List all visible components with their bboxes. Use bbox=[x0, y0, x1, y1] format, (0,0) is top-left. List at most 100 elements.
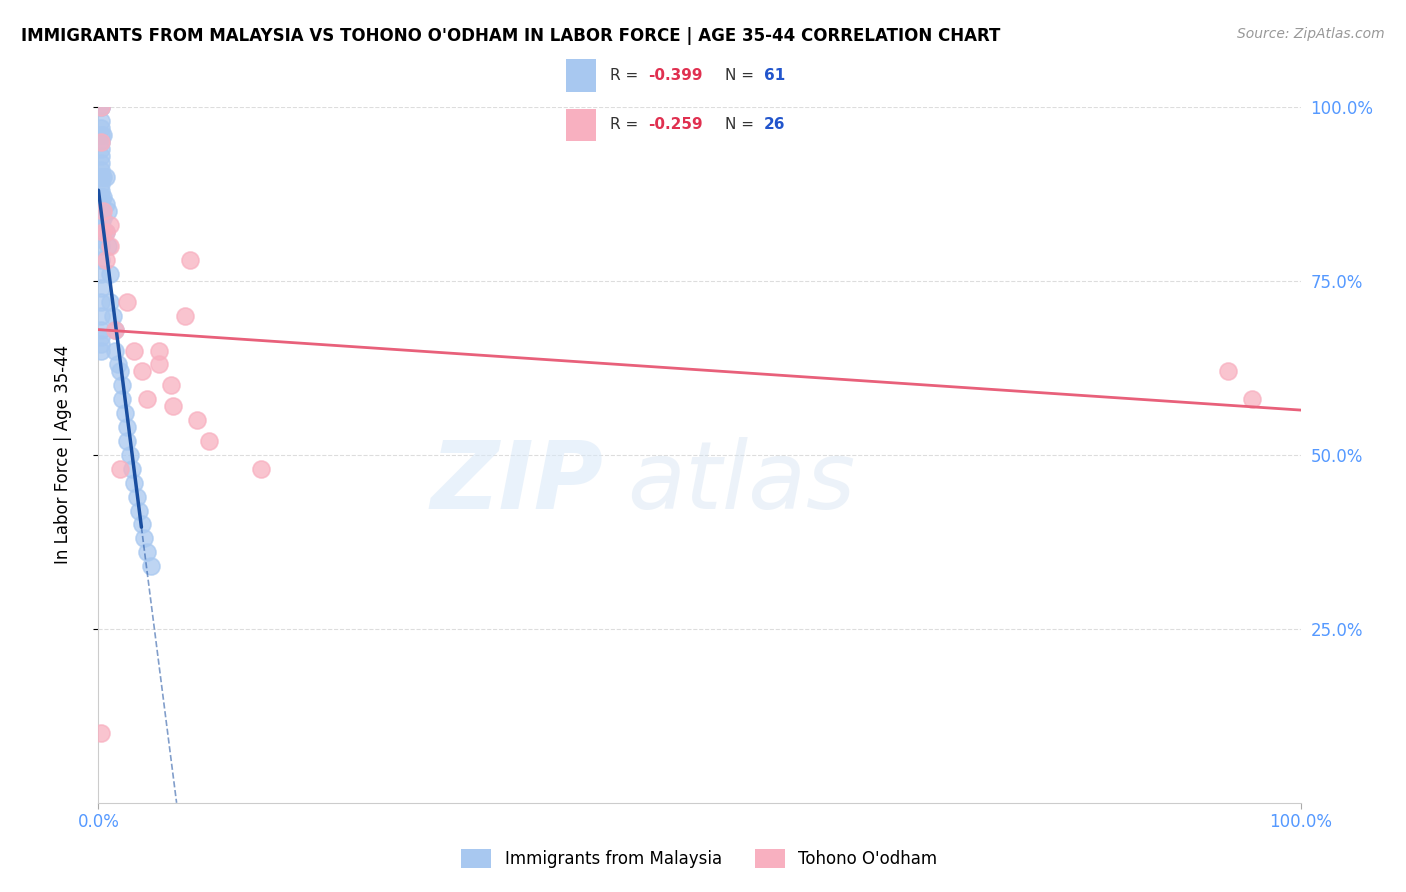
Point bbox=[159, 378, 181, 392]
Point bbox=[90, 726, 112, 740]
Text: Source: ZipAtlas.com: Source: ZipAtlas.com bbox=[1237, 27, 1385, 41]
Point bbox=[90, 114, 112, 128]
Point bbox=[90, 204, 112, 219]
Point bbox=[90, 219, 112, 233]
Point bbox=[100, 219, 122, 233]
Point bbox=[117, 434, 139, 448]
Point bbox=[117, 420, 139, 434]
Point bbox=[90, 128, 112, 142]
Y-axis label: In Labor Force | Age 35-44: In Labor Force | Age 35-44 bbox=[53, 345, 72, 565]
Point bbox=[124, 343, 146, 358]
Point bbox=[125, 490, 148, 504]
Legend: Immigrants from Malaysia, Tohono O'odham: Immigrants from Malaysia, Tohono O'odham bbox=[454, 842, 945, 874]
Point bbox=[91, 225, 114, 239]
Point bbox=[100, 294, 122, 309]
Point bbox=[90, 239, 112, 253]
Point bbox=[97, 204, 120, 219]
Text: R =: R = bbox=[610, 68, 638, 83]
Point bbox=[91, 225, 114, 239]
Point bbox=[135, 545, 157, 559]
Point bbox=[90, 329, 112, 343]
Point bbox=[94, 169, 117, 184]
Point bbox=[90, 100, 112, 114]
Text: N =: N = bbox=[725, 68, 755, 83]
Text: -0.399: -0.399 bbox=[648, 68, 703, 83]
Point bbox=[90, 100, 112, 114]
Point bbox=[91, 204, 114, 219]
Point bbox=[90, 309, 112, 323]
Point bbox=[111, 392, 134, 407]
Bar bbox=[567, 59, 596, 92]
Bar bbox=[567, 109, 596, 141]
Text: 26: 26 bbox=[763, 118, 785, 133]
Text: R =: R = bbox=[610, 118, 638, 133]
Point bbox=[186, 413, 208, 427]
Point bbox=[90, 177, 112, 191]
Point bbox=[114, 406, 136, 420]
Point bbox=[94, 253, 117, 268]
Point bbox=[1241, 392, 1264, 407]
Point bbox=[90, 281, 112, 295]
Point bbox=[94, 225, 117, 239]
Point bbox=[90, 135, 112, 149]
Point bbox=[90, 343, 112, 358]
Point bbox=[97, 239, 120, 253]
Point bbox=[90, 253, 112, 268]
Point bbox=[131, 364, 153, 378]
Point bbox=[100, 239, 122, 253]
Point bbox=[90, 100, 112, 114]
Point bbox=[100, 267, 122, 281]
Point bbox=[90, 155, 112, 169]
Text: IMMIGRANTS FROM MALAYSIA VS TOHONO O'ODHAM IN LABOR FORCE | AGE 35-44 CORRELATIO: IMMIGRANTS FROM MALAYSIA VS TOHONO O'ODH… bbox=[21, 27, 1001, 45]
Point bbox=[198, 434, 221, 448]
Point bbox=[104, 323, 127, 337]
Point bbox=[141, 559, 163, 574]
Point bbox=[128, 503, 150, 517]
Text: atlas: atlas bbox=[627, 437, 856, 528]
Point bbox=[104, 343, 127, 358]
Point bbox=[91, 169, 114, 184]
Point bbox=[249, 462, 271, 476]
Point bbox=[101, 309, 124, 323]
Point bbox=[90, 225, 112, 239]
Point bbox=[94, 225, 117, 239]
Point bbox=[91, 211, 114, 226]
Point bbox=[90, 211, 112, 226]
Point bbox=[90, 142, 112, 156]
Point bbox=[90, 294, 112, 309]
Point bbox=[91, 190, 114, 204]
Text: N =: N = bbox=[725, 118, 755, 133]
Point bbox=[162, 399, 184, 413]
Point bbox=[108, 364, 131, 378]
Point bbox=[90, 184, 112, 198]
Point bbox=[94, 197, 117, 211]
Point bbox=[117, 294, 139, 309]
Point bbox=[108, 462, 131, 476]
Point bbox=[90, 232, 112, 246]
Point bbox=[90, 197, 112, 211]
Point bbox=[148, 343, 170, 358]
Point bbox=[118, 448, 141, 462]
Point bbox=[132, 532, 155, 546]
Point bbox=[90, 162, 112, 177]
Point bbox=[174, 309, 197, 323]
Text: 61: 61 bbox=[763, 68, 785, 83]
Point bbox=[91, 128, 114, 142]
Point bbox=[179, 253, 201, 268]
Text: -0.259: -0.259 bbox=[648, 118, 703, 133]
Point bbox=[90, 135, 112, 149]
Point bbox=[90, 267, 112, 281]
Point bbox=[90, 336, 112, 351]
Point bbox=[148, 358, 170, 372]
Point bbox=[90, 190, 112, 204]
Point bbox=[90, 149, 112, 163]
Point bbox=[104, 323, 127, 337]
Point bbox=[90, 169, 112, 184]
Point bbox=[90, 120, 112, 135]
Point bbox=[131, 517, 153, 532]
Text: ZIP: ZIP bbox=[430, 437, 603, 529]
Point bbox=[121, 462, 143, 476]
Point bbox=[90, 323, 112, 337]
Point bbox=[111, 378, 134, 392]
Point bbox=[1218, 364, 1240, 378]
